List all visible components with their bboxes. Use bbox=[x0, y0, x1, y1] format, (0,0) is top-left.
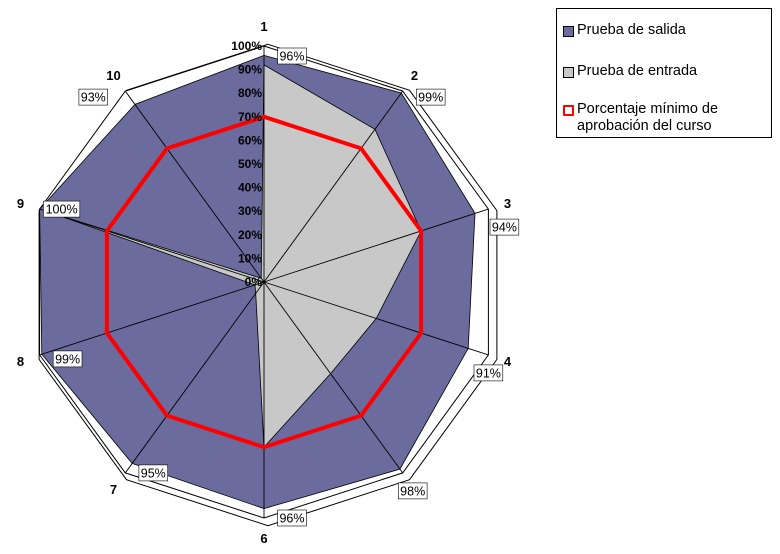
data-label-8: 99% bbox=[55, 352, 80, 366]
data-label-1: 96% bbox=[279, 50, 304, 64]
radial-tick-label: 100% bbox=[231, 39, 262, 53]
radial-tick-label: 60% bbox=[238, 133, 262, 147]
legend-swatch-minimo bbox=[563, 105, 574, 116]
radial-tick-label: 30% bbox=[238, 204, 262, 218]
spoke-8 bbox=[39, 281, 265, 356]
category-label-9: 9 bbox=[17, 196, 24, 211]
radial-tick-label: 10% bbox=[238, 251, 262, 265]
data-label-3: 94% bbox=[492, 221, 517, 235]
series-minimo-line bbox=[104, 114, 424, 450]
legend-swatch-salida bbox=[563, 26, 574, 37]
data-label-7: 95% bbox=[141, 466, 166, 480]
category-label-2: 2 bbox=[411, 68, 418, 83]
category-label-3: 3 bbox=[504, 196, 511, 211]
category-label-7: 7 bbox=[110, 482, 117, 497]
legend-swatch-entrada bbox=[563, 67, 574, 78]
radial-tick-label: 80% bbox=[238, 86, 262, 100]
category-label-1: 1 bbox=[260, 19, 267, 34]
radial-tick-label: 50% bbox=[238, 157, 262, 171]
data-label-10: 93% bbox=[81, 91, 106, 105]
data-label-box-1 bbox=[277, 47, 307, 65]
data-label-6: 96% bbox=[279, 512, 304, 526]
category-label-6: 6 bbox=[260, 531, 267, 546]
category-label-10: 10 bbox=[106, 68, 120, 83]
spoke-3 bbox=[263, 208, 489, 283]
data-label-9: 100% bbox=[46, 203, 78, 217]
spoke-10 bbox=[124, 90, 265, 283]
data-label-2: 99% bbox=[418, 91, 443, 105]
radial-tick-label: 70% bbox=[238, 110, 262, 124]
radial-tick-label: 20% bbox=[238, 228, 262, 242]
category-label-8: 8 bbox=[17, 354, 24, 369]
legend-label-minimo: Porcentaje mínimo de aprobación del curs… bbox=[577, 101, 719, 134]
radial-tick-label: 40% bbox=[238, 181, 262, 195]
radial-tick-label: 0% bbox=[245, 275, 263, 289]
spoke-2 bbox=[263, 90, 404, 283]
data-label-5: 98% bbox=[400, 484, 425, 498]
data-label-box-4 bbox=[473, 364, 504, 382]
radial-tick-label: 90% bbox=[238, 63, 262, 77]
data-label-box-2 bbox=[415, 88, 446, 106]
category-label-4: 4 bbox=[504, 354, 512, 369]
data-label-box-6 bbox=[277, 509, 307, 527]
spoke-4 bbox=[263, 281, 489, 356]
data-label-4: 91% bbox=[476, 366, 501, 380]
data-label-box-9 bbox=[43, 200, 81, 218]
legend-item-entrada: Prueba de entrada bbox=[563, 63, 757, 80]
legend-item-minimo: Porcentaje mínimo de aprobación del curs… bbox=[563, 101, 757, 135]
legend-item-salida: Prueba de salida bbox=[563, 22, 757, 39]
legend-label-salida: Prueba de salida bbox=[577, 22, 686, 38]
spoke-7 bbox=[124, 281, 265, 474]
legend-label-entrada: Prueba de entrada bbox=[577, 63, 698, 79]
data-label-box-7 bbox=[138, 464, 168, 482]
data-label-box-5 bbox=[397, 482, 428, 500]
spoke-9 bbox=[39, 208, 265, 283]
data-label-box-10 bbox=[78, 88, 109, 106]
spoke-5 bbox=[263, 281, 404, 474]
legend: Prueba de salida Prueba de entrada Porce… bbox=[556, 8, 772, 138]
data-label-box-8 bbox=[52, 350, 83, 368]
data-label-box-3 bbox=[489, 218, 520, 236]
